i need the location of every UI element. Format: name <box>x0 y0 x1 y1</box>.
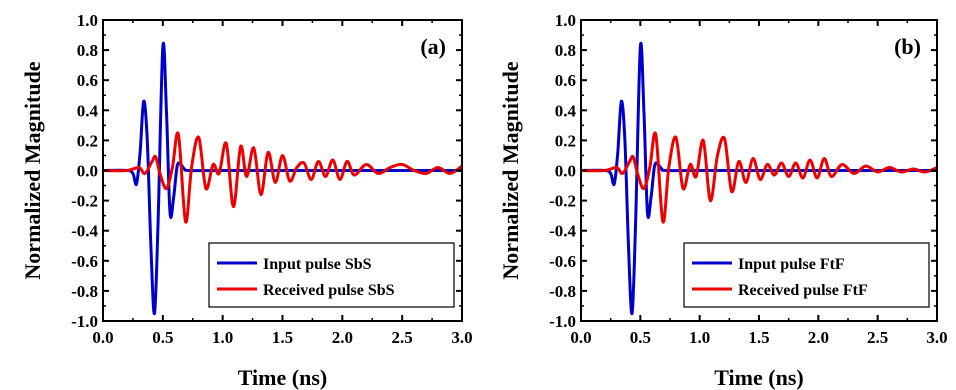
y-tick-label: -0.6 <box>71 252 98 271</box>
y-tick-label: 0.4 <box>555 101 577 120</box>
x-tick-label: 2.0 <box>332 328 353 347</box>
y-tick-label: -0.8 <box>549 282 576 301</box>
y-tick-label: 0.2 <box>555 131 576 150</box>
series-line-input <box>102 41 462 315</box>
y-tick-label: -1.0 <box>71 312 98 331</box>
y-tick-label: -1.0 <box>549 312 576 331</box>
panel-label: (a) <box>420 34 446 59</box>
y-tick-label: 0.0 <box>77 162 98 181</box>
chart-panel-b: 0.0 0.5 1.0 1.5 2.0 2.5 3.01.00.80.60.40.20.0-… <box>498 11 948 390</box>
panel-label: (b) <box>894 34 921 59</box>
y-tick-label: 1.0 <box>77 11 98 30</box>
legend-entry: Received pulse FtF <box>738 282 868 299</box>
y-tick-label: -0.8 <box>71 282 98 301</box>
y-tick-label: 0.8 <box>555 41 576 60</box>
legend-entry: Input pulse FtF <box>738 256 845 273</box>
y-tick-label: -0.6 <box>549 252 576 271</box>
y-tick-label: -0.2 <box>71 192 98 211</box>
legend-entry: Input pulse SbS <box>263 256 372 273</box>
x-tick-label: 3.0 <box>926 328 947 347</box>
x-axis-title: Time (ns) <box>238 365 327 390</box>
y-tick-label: -0.4 <box>549 222 576 241</box>
y-tick-label: -0.4 <box>71 222 98 241</box>
x-tick-label: 1.0 <box>689 328 710 347</box>
series-line-input <box>580 41 937 315</box>
y-tick-label: 0.4 <box>77 101 99 120</box>
x-tick-label: 2.0 <box>808 328 829 347</box>
series-line-received <box>580 131 938 224</box>
y-axis-title: Normalized Magnitude <box>20 61 45 279</box>
x-tick-label: 0.0 <box>570 328 591 347</box>
y-tick-label: 0.2 <box>77 131 98 150</box>
legend: Input pulse SbS Received pulse SbS <box>208 242 455 308</box>
y-tick-label: 0.8 <box>77 41 98 60</box>
chart-panel-a: 0.0 0.5 1.0 1.5 2.0 2.5 3.01.00.80.60.40.20.0-… <box>20 11 473 390</box>
legend: Input pulse FtF Received pulse FtF <box>683 242 930 308</box>
y-tick-label: -0.2 <box>549 192 576 211</box>
x-tick-label: 0.0 <box>92 328 113 347</box>
x-tick-label: 1.5 <box>272 328 293 347</box>
y-tick-label: 0.6 <box>555 71 576 90</box>
y-axis-title: Normalized Magnitude <box>498 61 523 279</box>
legend-entry: Received pulse SbS <box>263 282 395 299</box>
x-tick-label: 0.5 <box>152 328 173 347</box>
x-tick-label: 0.5 <box>630 328 651 347</box>
y-tick-label: 0.6 <box>77 71 98 90</box>
y-tick-label: 0.0 <box>555 162 576 181</box>
x-tick-label: 2.5 <box>392 328 413 347</box>
x-tick-label: 3.0 <box>451 328 472 347</box>
y-tick-label: 1.0 <box>555 11 576 30</box>
legend-box <box>208 242 455 308</box>
x-tick-label: 1.0 <box>212 328 233 347</box>
x-tick-label: 1.5 <box>748 328 769 347</box>
x-tick-label: 2.5 <box>867 328 888 347</box>
x-axis-title: Time (ns) <box>714 365 803 390</box>
series-line-received <box>102 131 463 224</box>
legend-box <box>683 242 930 308</box>
